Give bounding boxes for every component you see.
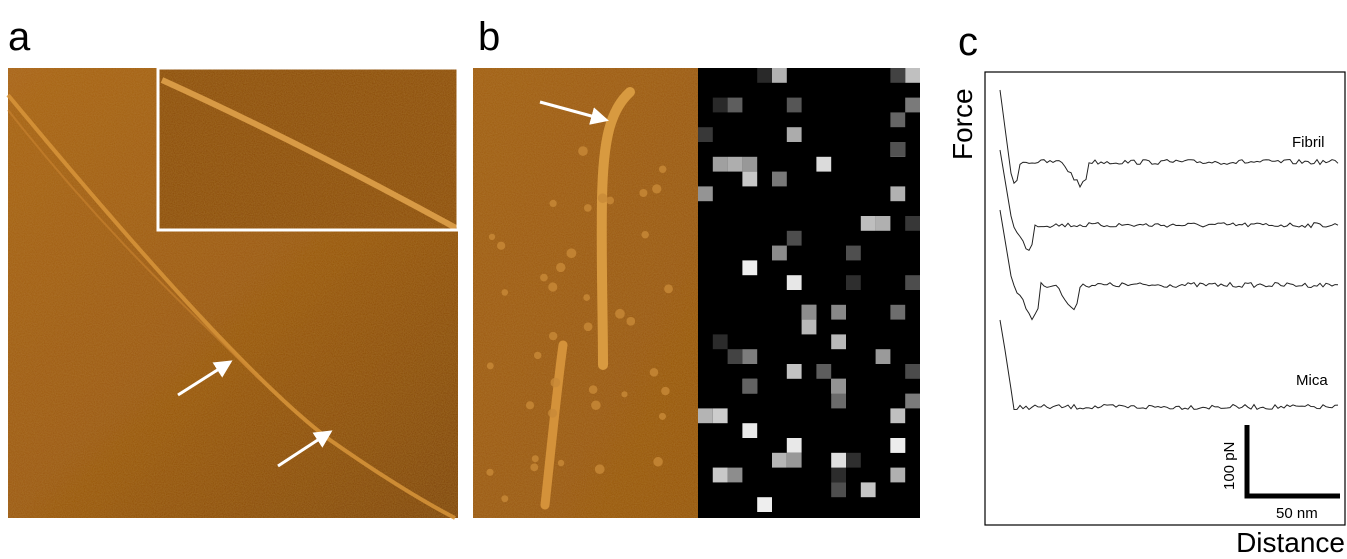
- scale-bar-label: 50 nm: [1276, 505, 1318, 522]
- afm-image-b: [473, 68, 920, 518]
- scale-bar-label: 100 pN: [1221, 442, 1238, 490]
- force-curves: Fibril Mica 100 pN 50 nm: [985, 72, 1345, 525]
- figure: a b c Force Distance Fibril Mica 100 pN …: [0, 0, 1347, 559]
- x-axis-label: Distance: [1236, 527, 1345, 558]
- panel-label: c: [958, 20, 978, 64]
- panel-label: b: [478, 15, 500, 59]
- curve-label: Fibril: [1292, 134, 1325, 151]
- panel-label: a: [8, 15, 31, 59]
- curve-label: Mica: [1296, 372, 1328, 389]
- afm-image-a: [8, 68, 458, 518]
- y-axis-label: Force: [947, 88, 978, 160]
